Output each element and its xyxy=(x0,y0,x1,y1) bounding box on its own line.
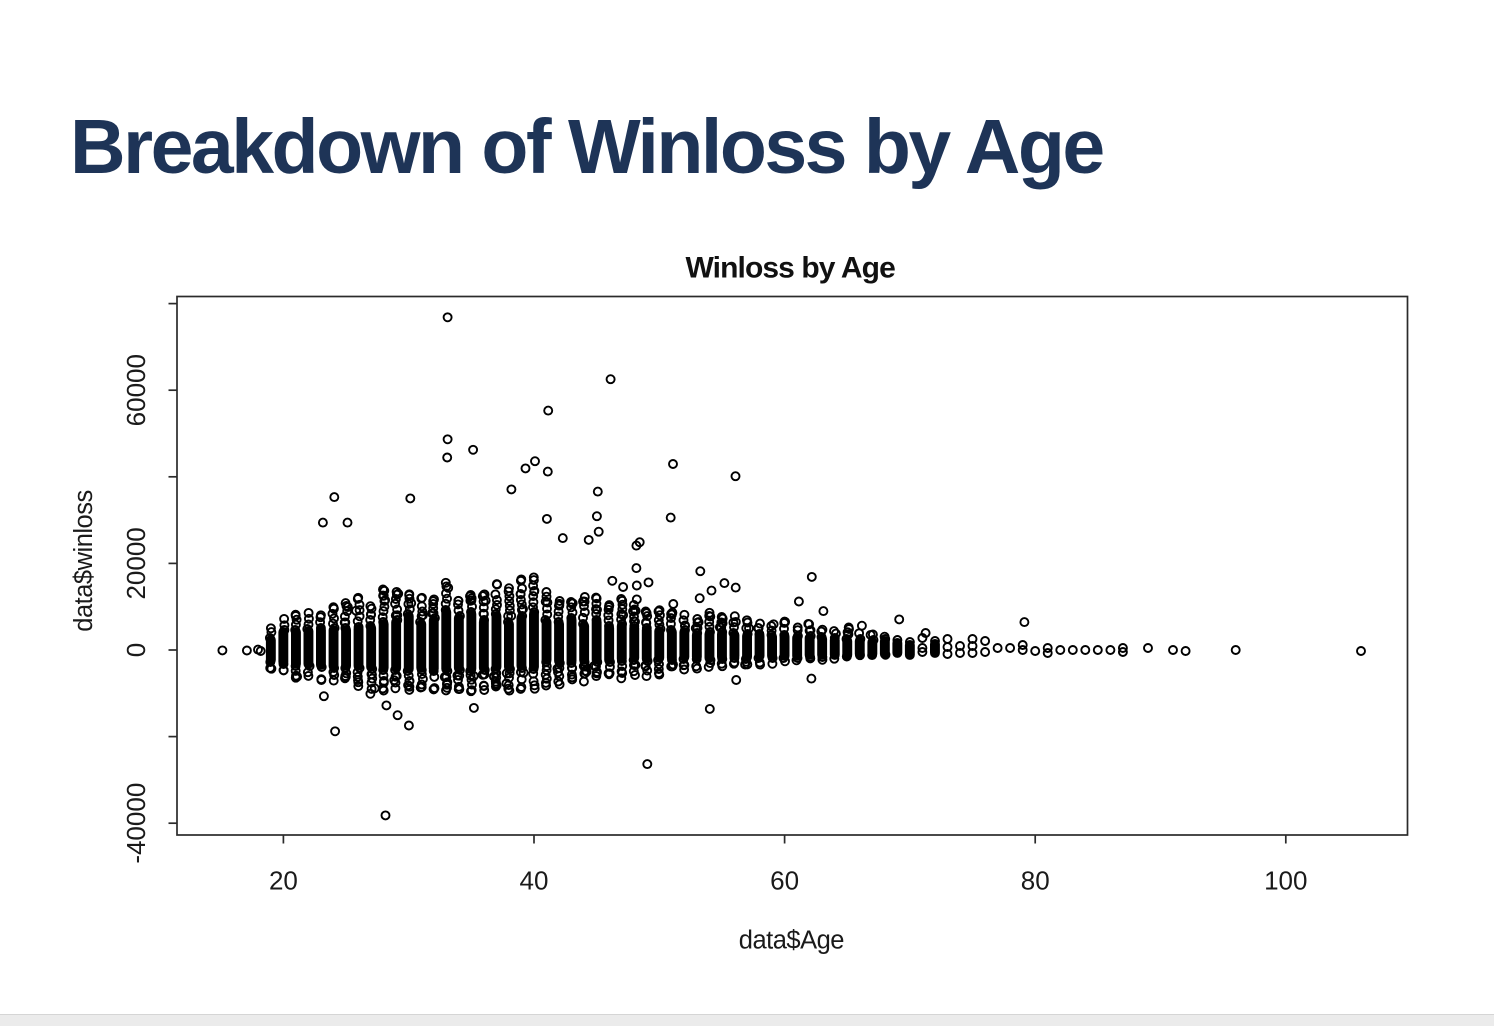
svg-text:data$winloss: data$winloss xyxy=(70,490,98,631)
svg-text:20000: 20000 xyxy=(121,527,151,599)
svg-text:data$Age: data$Age xyxy=(739,927,845,955)
svg-text:60: 60 xyxy=(770,866,799,896)
svg-text:80: 80 xyxy=(1021,866,1050,896)
svg-text:Winloss by Age: Winloss by Age xyxy=(686,252,896,285)
svg-text:40: 40 xyxy=(520,866,549,896)
svg-text:-40000: -40000 xyxy=(121,783,151,864)
svg-text:60000: 60000 xyxy=(121,354,151,426)
svg-text:100: 100 xyxy=(1264,866,1307,896)
svg-text:20: 20 xyxy=(269,866,298,896)
svg-text:0: 0 xyxy=(121,643,151,657)
